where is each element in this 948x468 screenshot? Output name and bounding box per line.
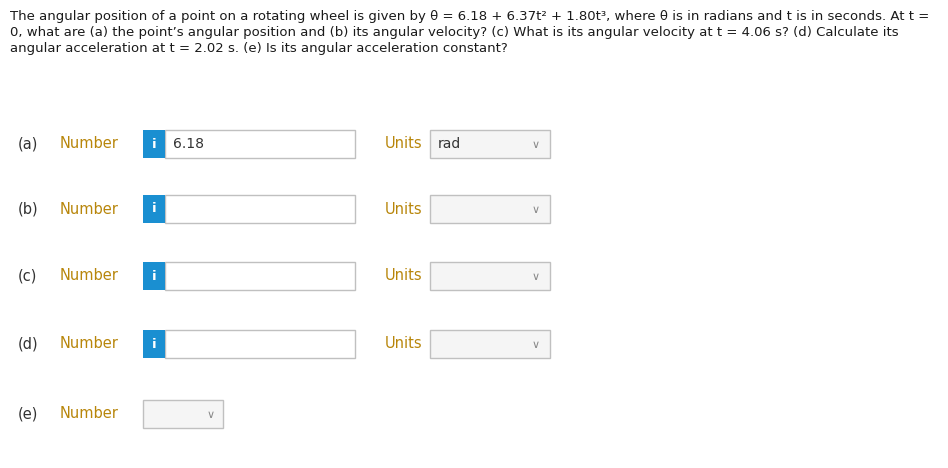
FancyBboxPatch shape	[143, 330, 165, 358]
FancyBboxPatch shape	[165, 330, 355, 358]
Text: angular acceleration at t = 2.02 s. (e) Is its angular acceleration constant?: angular acceleration at t = 2.02 s. (e) …	[10, 42, 508, 55]
Text: 0, what are (a) the point’s angular position and (b) its angular velocity? (c) W: 0, what are (a) the point’s angular posi…	[10, 26, 899, 39]
Text: Number: Number	[60, 137, 118, 152]
Text: (a): (a)	[18, 137, 38, 152]
Text: Units: Units	[385, 336, 423, 351]
Text: Number: Number	[60, 269, 118, 284]
FancyBboxPatch shape	[430, 130, 550, 158]
Text: Number: Number	[60, 407, 118, 422]
Text: (c): (c)	[18, 269, 37, 284]
FancyBboxPatch shape	[165, 130, 355, 158]
Text: ∨: ∨	[532, 205, 540, 215]
FancyBboxPatch shape	[143, 195, 165, 223]
Text: The angular position of a point on a rotating wheel is given by θ = 6.18 + 6.37t: The angular position of a point on a rot…	[10, 10, 929, 23]
Text: (b): (b)	[18, 202, 39, 217]
Text: i: i	[152, 203, 156, 215]
Text: 6.18: 6.18	[173, 137, 204, 151]
Text: Units: Units	[385, 269, 423, 284]
Text: Number: Number	[60, 336, 118, 351]
FancyBboxPatch shape	[430, 330, 550, 358]
FancyBboxPatch shape	[165, 262, 355, 290]
FancyBboxPatch shape	[165, 195, 355, 223]
Text: Number: Number	[60, 202, 118, 217]
FancyBboxPatch shape	[430, 195, 550, 223]
FancyBboxPatch shape	[143, 400, 223, 428]
Text: i: i	[152, 270, 156, 283]
Text: (d): (d)	[18, 336, 39, 351]
Text: ∨: ∨	[532, 140, 540, 150]
FancyBboxPatch shape	[430, 262, 550, 290]
Text: rad: rad	[438, 137, 462, 151]
Text: ∨: ∨	[532, 272, 540, 282]
Text: Units: Units	[385, 137, 423, 152]
FancyBboxPatch shape	[143, 262, 165, 290]
Text: (e): (e)	[18, 407, 38, 422]
Text: Units: Units	[385, 202, 423, 217]
Text: i: i	[152, 337, 156, 351]
Text: ∨: ∨	[207, 410, 215, 420]
FancyBboxPatch shape	[143, 130, 165, 158]
Text: ∨: ∨	[532, 340, 540, 350]
Text: i: i	[152, 138, 156, 151]
